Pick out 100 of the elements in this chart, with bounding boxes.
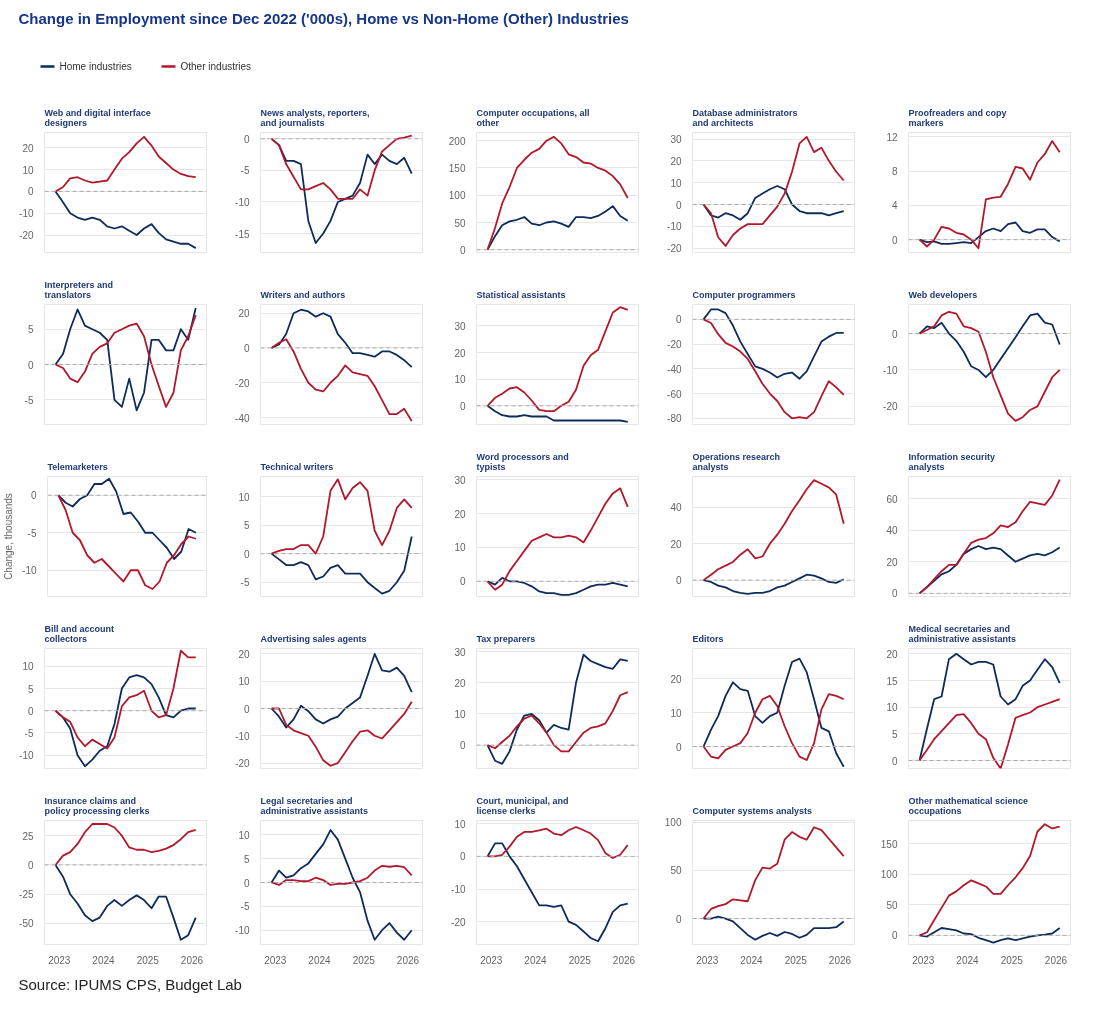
x-tick-label: 2026: [180, 954, 204, 966]
y-tick-label: 25: [22, 830, 34, 842]
line-series: [702, 308, 845, 380]
line-series: [918, 310, 1061, 422]
y-tick-label: 8: [891, 166, 898, 178]
y-tick-label: -10: [19, 750, 34, 762]
y-tick-label: 0: [243, 877, 250, 889]
y-tick-label: 10: [22, 164, 34, 176]
y-tick-label: 30: [454, 320, 466, 332]
y-tick-label: 30: [454, 646, 466, 658]
y-tick-label: 12: [886, 131, 898, 143]
y-tick-label: 15: [886, 675, 898, 687]
x-tick-label: 2024: [308, 954, 332, 966]
y-tick-label: -10: [667, 221, 682, 233]
x-tick-label: 2023: [912, 954, 935, 966]
y-tick-label: 10: [238, 676, 250, 688]
y-tick-label: 0: [459, 576, 466, 588]
y-tick-label: -5: [24, 394, 34, 406]
y-tick-label: 10: [454, 374, 466, 386]
line-series: [702, 826, 845, 920]
y-tick-label: -20: [19, 230, 34, 242]
chart-title: Information security analysts: [908, 451, 996, 472]
x-tick-label: 2025: [352, 954, 376, 966]
y-tick-label: -20: [451, 916, 466, 928]
line-series: [270, 338, 413, 422]
y-tick-label: 100: [664, 817, 682, 829]
y-tick-label: -5: [240, 901, 250, 913]
y-tick-label: 0: [459, 244, 466, 256]
line-series: [486, 826, 629, 859]
chart-title: Computer systems analysts: [692, 805, 813, 816]
text: Change in Employment since Dec 2022 ('000s), Home vs Non-Home (Other) Industries: [18, 9, 629, 27]
y-tick-label: 50: [670, 865, 682, 877]
line-series: [57, 494, 197, 590]
y-tick-label: 10: [454, 818, 466, 830]
line-series: [270, 535, 413, 595]
y-tick-label: 0: [459, 740, 466, 752]
x-tick-label: 2026: [396, 954, 420, 966]
source-note: Source: IPUMS CPS, Budget Lab: [18, 975, 242, 993]
y-tick-label: 40: [670, 502, 682, 514]
y-tick-label: 10: [22, 661, 34, 673]
y-tick-label: 0: [675, 913, 682, 925]
y-tick-label: -10: [235, 925, 250, 937]
x-tick-label: 2025: [1000, 954, 1024, 966]
x-tick-label: 2025: [568, 954, 592, 966]
y-tick-label: 0: [891, 234, 898, 246]
y-tick-label: 10: [886, 702, 898, 714]
chart-title: Court, municipal, and license clerks: [476, 795, 569, 816]
x-tick-label: 2024: [956, 954, 980, 966]
y-tick-label: -5: [27, 527, 37, 539]
line-series: [918, 312, 1061, 379]
line-series: [270, 653, 413, 729]
y-tick-label: 0: [675, 314, 682, 326]
y-tick-label: 0: [243, 548, 250, 560]
y-tick-label: -20: [235, 377, 250, 389]
y-tick-label: 100: [448, 190, 466, 202]
y-tick-label: -15: [235, 228, 250, 240]
chart-title: Medical secretaries and administrative assistants: [908, 623, 1017, 644]
y-tick-label: 20: [670, 538, 682, 550]
line-series: [486, 842, 629, 943]
y-tick-label: 0: [27, 359, 34, 371]
y-tick-label: 20: [454, 347, 466, 359]
y-tick-label: 20: [454, 677, 466, 689]
y-tick-label: -10: [451, 884, 466, 896]
chart-title: Statistical assistants: [476, 289, 566, 300]
y-tick-label: 40: [886, 525, 898, 537]
y-tick-label: 0: [243, 133, 250, 145]
y-tick-label: -50: [19, 918, 34, 930]
line-series: [54, 135, 197, 193]
y-tick-label: 20: [886, 648, 898, 660]
y-tick-label: 0: [459, 851, 466, 863]
chart-title: Tax preparers: [476, 633, 536, 644]
y-tick-label: 0: [27, 705, 34, 717]
y-tick-label: 20: [454, 508, 466, 520]
y-tick-label: 150: [880, 838, 898, 850]
y-tick-label: 200: [448, 135, 466, 147]
chart-title: Web and digital interface designers: [44, 107, 151, 128]
chart-title: Database administrators and architects: [692, 107, 798, 128]
y-tick-label: 30: [670, 134, 682, 146]
y-tick-label: 0: [891, 328, 898, 340]
chart-title: Other mathematical science occupations: [908, 795, 1029, 816]
y-tick-label: -10: [883, 364, 898, 376]
line-series: [702, 479, 845, 582]
y-tick-label: 4: [891, 200, 898, 212]
y-tick-label: 10: [238, 491, 250, 503]
line-series: [702, 657, 845, 768]
y-tick-label: 5: [27, 324, 34, 336]
chart-title: Computer occupations, all other: [476, 107, 590, 128]
y-tick-label: 10: [670, 177, 682, 189]
y-tick-label: 10: [454, 708, 466, 720]
line-series: [918, 698, 1061, 769]
legend-label: Other industries: [180, 61, 252, 72]
y-tick-label: -5: [240, 577, 250, 589]
line-series: [702, 915, 845, 941]
line-series: [270, 134, 413, 200]
chart-title: Proofreaders and copy markers: [908, 107, 1007, 128]
chart-title: Editors: [692, 633, 724, 644]
y-tick-label: 50: [454, 217, 466, 229]
line-series: [702, 318, 845, 420]
y-tick-label: -10: [235, 196, 250, 208]
y-tick-label: 5: [243, 520, 250, 532]
